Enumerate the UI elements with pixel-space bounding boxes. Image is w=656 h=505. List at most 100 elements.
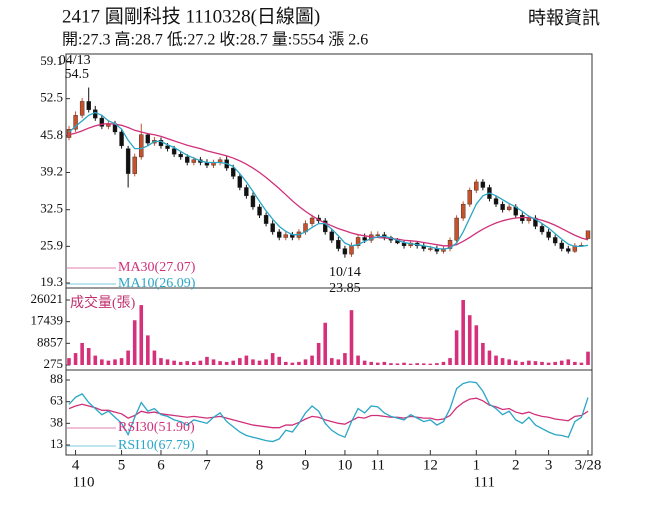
volume-bar [362,360,367,365]
volume-bar [481,342,485,365]
volume-bar [375,362,380,365]
volume-bar [454,330,459,365]
volume-bar [441,361,446,365]
candle-body [99,117,105,127]
volume-bar [264,359,268,365]
volume-bar [132,320,137,365]
volume-bar [349,310,354,365]
legend-label: RSI30(51.90) [118,420,195,435]
volume-bar [303,359,308,365]
volume-bar [323,322,328,365]
candle-body [323,220,328,233]
legend-label: MA10(26.09) [118,276,196,291]
volume-bar [290,362,295,365]
candle-body [145,134,151,144]
volume-bar [80,342,84,365]
y-tick-label: 19.3 [40,274,63,289]
candle-body [73,115,78,130]
y-tick-label: 8857 [37,334,64,349]
x-tick-label: 6 [157,457,165,473]
candle-body [165,145,170,149]
volume-bar [369,361,374,365]
candle-body [277,231,282,238]
volume-bar [402,362,406,365]
y-tick-label: 275 [44,356,64,371]
candle-body [237,176,243,188]
candle-body [401,242,407,246]
candle-body [342,248,348,255]
chart-subtitle: 開:27.3 高:28.7 低:27.2 收:28.7 量:5554 漲 2.6 [62,31,368,49]
candle-body [244,187,249,197]
volume-bar [500,358,505,365]
volume-bar [329,358,334,365]
volume-bar [566,359,571,365]
candle-body [336,240,341,249]
volume-bar [428,363,433,365]
volume-bar [238,358,242,365]
max-date-label: 04/13 [59,53,91,68]
legend-label: MA30(27.07) [118,260,196,275]
candle-body [283,234,288,238]
candle-body [566,248,571,252]
x-tick-label: 11 [371,457,385,473]
candle-body [257,206,262,216]
volume-bar [283,361,288,365]
candle-body [546,231,551,238]
candle-body [263,215,269,224]
volume-bar [211,359,216,365]
y-tick-label: 25.9 [40,237,63,252]
candle-body [474,181,479,191]
candle-body [185,156,190,163]
candle-body [171,148,177,155]
candle-body [250,195,256,208]
candle-body [493,198,499,205]
candle-body [428,248,433,250]
x-tick-label: 8 [256,457,264,473]
x-tick-label: 3/28 [575,457,602,473]
volume-bar [244,355,249,365]
volume-bar [395,363,400,365]
x-tick-label: 12 [423,457,438,473]
y-tick-label: 39.2 [40,163,63,178]
volume-bar [119,358,124,365]
y-tick-label: 88 [50,371,63,386]
panel-frame [65,369,593,456]
volume-bar [553,361,557,365]
volume-bar [86,348,91,365]
candle-body [79,101,85,116]
volume-bar [408,363,413,365]
candle-body [329,231,334,241]
volume-bar [343,353,347,365]
candle-body [349,245,354,255]
volume-bar [448,358,452,365]
candle-body [309,217,315,224]
candle-body [125,148,131,174]
volume-bar [586,351,590,365]
volume-bar [527,360,531,365]
year-label: 110 [73,474,95,490]
candle-body [539,226,545,233]
volume-bar [100,359,104,365]
volume-bar [231,360,236,365]
candle-body [86,101,91,110]
candle-body [132,156,137,174]
volume-bar [421,363,426,365]
volume-bar [310,355,314,365]
source: 時報資訊 [528,8,600,28]
volume-bar [494,355,498,365]
y-tick-label: 38 [50,414,63,429]
legend-label: RSI10(67.79) [118,438,195,453]
y-tick-label: 52.5 [40,90,63,105]
x-tick-label: 9 [302,457,310,473]
candle-body [506,206,512,210]
candle-body [119,131,124,147]
volume-bar [559,360,564,365]
year-label: 111 [474,474,495,490]
candle-body [270,223,275,233]
candle-body [526,217,532,222]
volume-bar [389,363,393,365]
volume-bar [474,325,479,365]
volume-bar [152,350,157,365]
